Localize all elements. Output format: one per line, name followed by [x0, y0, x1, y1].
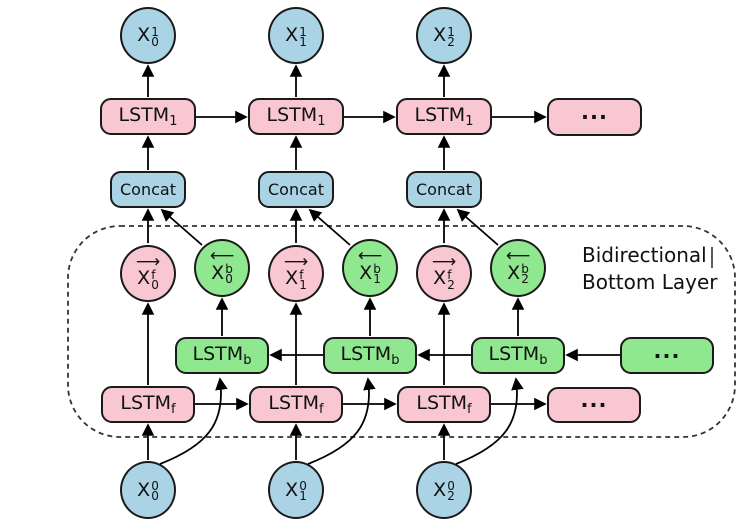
layer-label-line2: Bottom Layer	[582, 270, 718, 294]
bidirectional-layer-label: Bidirectional Bottom Layer	[582, 242, 717, 296]
lstm-top-box-0-label: LSTM1	[118, 103, 178, 129]
lstm-backward-box-0: LSTMb	[175, 337, 269, 374]
lstm-top-box-0: LSTM1	[100, 98, 196, 135]
ellipsis-backward-label: ...	[653, 338, 681, 363]
lstm-top-box-1-label: LSTM1	[266, 103, 326, 129]
concat-box-2-label: Concat	[416, 179, 472, 199]
lstm-backward-box-2-label: LSTMb	[488, 342, 548, 368]
lstm-backward-box-1: LSTMb	[323, 337, 417, 374]
lstm-top-box-2-label: LSTM1	[414, 103, 474, 129]
left-arrow-icon: ⟵	[505, 246, 531, 266]
ellipsis-box-backward: ...	[620, 337, 714, 374]
ellipsis-box-top: ...	[547, 98, 642, 136]
left-arrow-icon: ⟵	[209, 246, 235, 266]
lstm-backward-box-2: LSTMb	[471, 337, 565, 374]
ellipsis-top-label: ...	[581, 100, 608, 124]
concat-box-1: Concat	[258, 171, 334, 208]
lstm-backward-box-1-label: LSTMb	[340, 342, 400, 368]
lstm-forward-box-1-label: LSTMf	[268, 391, 324, 417]
concat-box-2: Concat	[406, 171, 482, 208]
lstm-top-box-2: LSTM1	[396, 98, 492, 135]
concat-box-0: Concat	[110, 171, 186, 208]
ellipsis-box-forward: ...	[547, 387, 641, 423]
concat-box-1-label: Concat	[268, 179, 324, 199]
left-arrow-icon: ⟵	[357, 246, 383, 266]
lstm-backward-box-0-label: LSTMb	[192, 342, 252, 368]
lstm-forward-box-0: LSTMf	[101, 386, 195, 423]
lstm-forward-box-1: LSTMf	[249, 386, 343, 423]
lstm-forward-box-2-label: LSTMf	[416, 391, 472, 417]
right-arrow-icon: ⟶	[135, 251, 161, 272]
layer-label-line1: Bidirectional	[582, 243, 707, 267]
concat-box-0-label: Concat	[120, 179, 176, 199]
lstm-forward-box-0-label: LSTMf	[120, 391, 176, 417]
ellipsis-forward-label: ...	[580, 388, 608, 412]
right-arrow-icon: ⟶	[431, 251, 457, 272]
lstm-forward-box-2: LSTMf	[397, 386, 491, 423]
lstm-top-box-1: LSTM1	[248, 98, 344, 135]
right-arrow-icon: ⟶	[283, 251, 309, 272]
